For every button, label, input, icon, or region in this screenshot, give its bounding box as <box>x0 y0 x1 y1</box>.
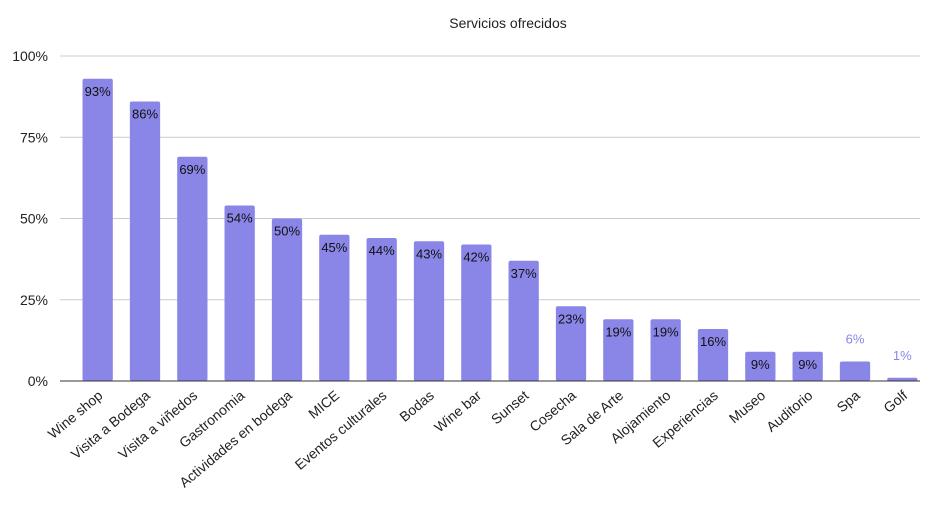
x-tick-label: Wine bar <box>431 387 484 435</box>
bar <box>603 319 634 381</box>
data-label: 54% <box>227 211 253 226</box>
bar <box>271 218 303 381</box>
data-label: 69% <box>179 162 205 177</box>
bar <box>839 361 871 381</box>
x-tick-label: Bodas <box>396 387 437 425</box>
data-label: 50% <box>274 224 300 239</box>
data-label: 16% <box>700 334 726 349</box>
y-tick-label: 50% <box>20 211 48 227</box>
data-label: 45% <box>321 240 347 255</box>
bars <box>82 78 918 381</box>
bar <box>413 241 445 381</box>
bar <box>461 244 492 381</box>
x-tick-label: Sunset <box>488 387 532 427</box>
bar <box>129 101 161 381</box>
bar <box>555 306 587 381</box>
data-label: 86% <box>132 107 158 122</box>
data-label: 37% <box>511 266 537 281</box>
x-tick-label: Auditorio <box>763 387 816 435</box>
data-label: 9% <box>798 357 817 372</box>
data-label: 19% <box>605 324 631 339</box>
x-tick-label: Spa <box>834 387 864 415</box>
data-label: 1% <box>893 348 912 363</box>
data-label: 19% <box>653 324 679 339</box>
y-axis-ticks: 0% 25% 50% 75% 100% <box>12 48 48 389</box>
bar <box>697 329 729 381</box>
x-tick-label: Museo <box>726 387 769 426</box>
x-tick-label: Golf <box>880 387 910 416</box>
bar <box>887 377 918 381</box>
y-tick-label: 100% <box>12 48 48 64</box>
bar <box>508 260 539 381</box>
bar <box>177 156 208 381</box>
data-label: 93% <box>85 84 111 99</box>
data-label: 9% <box>751 357 770 372</box>
bar <box>224 205 255 381</box>
bar <box>319 234 350 381</box>
y-tick-label: 25% <box>20 292 48 308</box>
data-label: 43% <box>416 246 442 261</box>
bar <box>366 238 397 381</box>
data-label: 42% <box>463 250 489 265</box>
data-label: 6% <box>846 332 865 347</box>
chart-title: Servicios ofrecidos <box>449 15 567 31</box>
data-label: 44% <box>369 243 395 258</box>
data-labels: 93% 86% 69% 54% 50% 45% 44% 43% 42% 37% 23% 19% 19% 1… <box>85 84 913 372</box>
y-tick-label: 0% <box>28 373 48 389</box>
data-label: 23% <box>558 311 584 326</box>
y-tick-label: 75% <box>20 129 48 145</box>
bar <box>792 351 823 381</box>
x-tick-label: MICE <box>305 387 342 422</box>
bar <box>82 78 113 381</box>
bar <box>650 319 681 381</box>
bar <box>745 351 776 381</box>
